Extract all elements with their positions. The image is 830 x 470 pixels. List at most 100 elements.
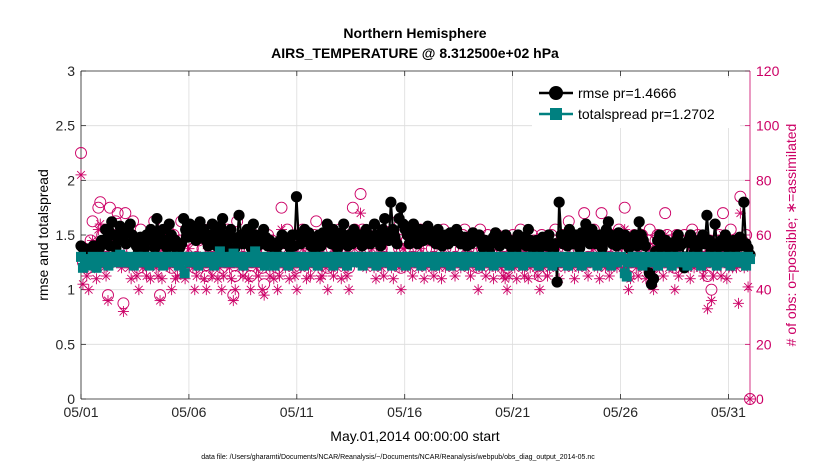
y2-axis-label: # of obs: o=possible; ∗=assimilated	[783, 124, 799, 347]
rmse-point	[391, 238, 403, 250]
rmse-point	[738, 196, 750, 208]
rmse-point	[106, 216, 118, 228]
x-tick-label: 05/21	[495, 404, 530, 420]
rmse-point	[543, 229, 555, 241]
obs-assimilated-point	[503, 270, 515, 282]
y-axis-label: rmse and totalspread	[35, 169, 51, 301]
obs-assimilated-point	[702, 303, 714, 315]
rmse-point	[379, 213, 391, 225]
obs-assimilated-point	[245, 284, 257, 296]
x-tick-label: 05/01	[63, 404, 98, 420]
obs-assimilated-point	[189, 284, 201, 296]
y-tick-label: 2.5	[56, 118, 76, 134]
obs-possible-point	[717, 207, 729, 220]
obs-assimilated-point	[418, 273, 430, 285]
obs-assimilated-point	[488, 273, 500, 285]
axes: 05/01 05/06 05/11 05/16 05/21 05/26 05/31 0 0.5 1…	[56, 63, 780, 420]
spread-point	[592, 260, 603, 271]
spread-point	[653, 260, 664, 271]
obs-assimilated-point	[258, 289, 270, 301]
rmse-point	[368, 218, 381, 230]
rmse-point	[551, 276, 563, 288]
rmse-point	[401, 229, 413, 241]
obs-assimilated-point	[322, 284, 334, 296]
legend-rmse-label: rmse pr=1.4666	[578, 85, 677, 101]
x-tick-label: 05/31	[711, 404, 746, 420]
rmse-point	[163, 218, 175, 230]
obs-assimilated-point	[721, 273, 733, 285]
y-tick-label: 0	[67, 391, 75, 407]
obs-possible-point	[354, 188, 367, 200]
spread-point	[602, 251, 613, 262]
rmse-point	[647, 273, 660, 285]
obs-assimilated-point	[341, 270, 353, 282]
spread-point	[621, 271, 632, 282]
x-axis-label: May.01,2014 00:00:00 start	[330, 428, 500, 444]
obs-possible-point	[94, 196, 107, 209]
spread-point	[371, 260, 382, 271]
spread-point	[279, 251, 290, 262]
spread-point	[299, 260, 309, 271]
spread-point	[662, 251, 673, 262]
legend-spread-label: totalspread pr=1.2702	[578, 106, 715, 122]
spread-point	[312, 260, 323, 271]
obs-assimilated-point	[229, 284, 241, 296]
obs-assimilated-point	[102, 295, 114, 307]
obs-assimilated-point	[594, 273, 606, 285]
spread-point	[721, 251, 732, 262]
obs-assimilated-point	[395, 284, 407, 296]
x-tick-label: 05/26	[603, 404, 638, 420]
obs-assimilated-point	[744, 393, 756, 405]
rmse-point	[553, 196, 565, 208]
obs-assimilated-point	[742, 281, 754, 293]
spread-point	[617, 254, 628, 265]
obs-assimilated-point	[534, 284, 546, 296]
obs-possible-point	[111, 207, 124, 220]
spread-point	[572, 251, 583, 262]
x-tick-label: 05/11	[280, 404, 314, 420]
spread-point	[484, 251, 495, 262]
obs-assimilated-point	[156, 273, 168, 285]
spread-point	[637, 260, 648, 271]
spread-point	[387, 260, 398, 271]
y2-tick-label: 100	[756, 118, 780, 134]
rmse-point	[338, 218, 350, 230]
obs-assimilated-point	[83, 284, 95, 296]
rmse-point	[151, 213, 163, 225]
spread-point	[189, 251, 200, 262]
spread-point	[725, 260, 736, 271]
spread-point	[692, 251, 703, 262]
obs-assimilated-point	[732, 297, 744, 309]
spread-point	[696, 260, 707, 271]
obs-possible-point	[595, 207, 608, 220]
rmse-point	[719, 229, 731, 241]
rmse-point	[633, 216, 645, 228]
spread-point	[328, 260, 339, 271]
spread-point	[745, 254, 755, 265]
obs-assimilated-point	[582, 270, 594, 282]
spread-point	[426, 251, 437, 262]
obs-assimilated-point	[75, 169, 87, 181]
obs-assimilated-point	[166, 284, 178, 296]
spread-point	[576, 260, 587, 271]
obs-assimilated-point	[669, 284, 681, 296]
obs-assimilated-point	[501, 284, 513, 296]
spread-point	[711, 260, 722, 271]
spread-point	[76, 251, 86, 262]
obs-assimilated-point	[684, 273, 696, 285]
spread-point	[173, 260, 184, 271]
spread-point	[248, 251, 259, 262]
obs-assimilated-point	[291, 284, 303, 296]
obs-assimilated-point	[657, 270, 669, 282]
obs-possible-point	[119, 207, 132, 220]
spread-point	[250, 246, 261, 257]
obs-assimilated-point	[407, 270, 419, 282]
spread-point	[396, 251, 407, 262]
obs-assimilated-point	[283, 273, 295, 285]
spread-point	[504, 260, 515, 271]
spread-point	[308, 251, 319, 262]
rmse-point	[202, 240, 214, 252]
rmse-point	[709, 218, 721, 230]
obs-assimilated-point	[133, 284, 145, 296]
spread-point	[459, 260, 470, 271]
